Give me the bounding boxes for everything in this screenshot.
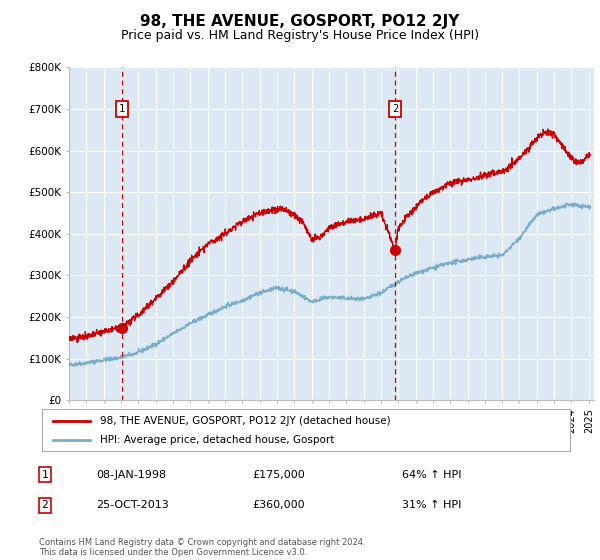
Text: 25-OCT-2013: 25-OCT-2013 xyxy=(96,501,169,510)
Text: 2: 2 xyxy=(392,104,398,114)
Text: 31% ↑ HPI: 31% ↑ HPI xyxy=(402,501,461,510)
Text: 08-JAN-1998: 08-JAN-1998 xyxy=(96,470,166,479)
Text: 64% ↑ HPI: 64% ↑ HPI xyxy=(402,470,461,479)
Text: HPI: Average price, detached house, Gosport: HPI: Average price, detached house, Gosp… xyxy=(100,435,334,445)
Text: 98, THE AVENUE, GOSPORT, PO12 2JY (detached house): 98, THE AVENUE, GOSPORT, PO12 2JY (detac… xyxy=(100,416,391,426)
Text: Price paid vs. HM Land Registry's House Price Index (HPI): Price paid vs. HM Land Registry's House … xyxy=(121,29,479,42)
Text: 1: 1 xyxy=(119,104,125,114)
Text: £175,000: £175,000 xyxy=(252,470,305,479)
Text: £360,000: £360,000 xyxy=(252,501,305,510)
Text: 2: 2 xyxy=(41,501,49,510)
Text: Contains HM Land Registry data © Crown copyright and database right 2024.
This d: Contains HM Land Registry data © Crown c… xyxy=(39,538,365,557)
Text: 98, THE AVENUE, GOSPORT, PO12 2JY: 98, THE AVENUE, GOSPORT, PO12 2JY xyxy=(140,14,460,29)
Text: 1: 1 xyxy=(41,470,49,479)
